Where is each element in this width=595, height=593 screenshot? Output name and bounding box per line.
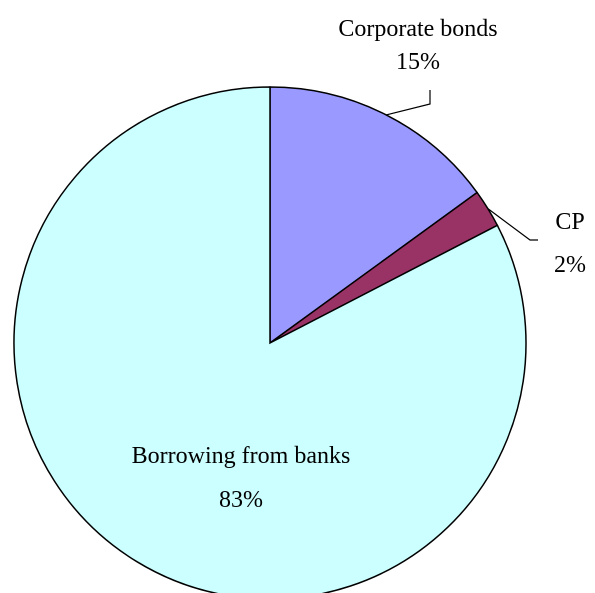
corporate-bonds-leader-line bbox=[386, 90, 431, 116]
cp-name: CP bbox=[555, 209, 584, 235]
borrowing-from-banks-percent: 83% bbox=[219, 487, 263, 513]
corporate-bonds-slice bbox=[269, 86, 479, 345]
borrowing-from-banks-slice bbox=[13, 86, 527, 593]
borrowing-from-banks-name: Borrowing from banks bbox=[132, 443, 351, 469]
cp-leader-line bbox=[487, 208, 538, 241]
cp-label: CP 2% bbox=[554, 209, 586, 278]
corporate-bonds-label: Corporate bonds 15% bbox=[338, 16, 497, 75]
corporate-bonds-percent: 15% bbox=[396, 49, 440, 75]
corporate-bonds-name: Corporate bonds bbox=[338, 16, 497, 42]
cp-percent: 2% bbox=[554, 252, 586, 278]
borrowing-from-banks-label: Borrowing from banks 83% bbox=[132, 443, 351, 513]
